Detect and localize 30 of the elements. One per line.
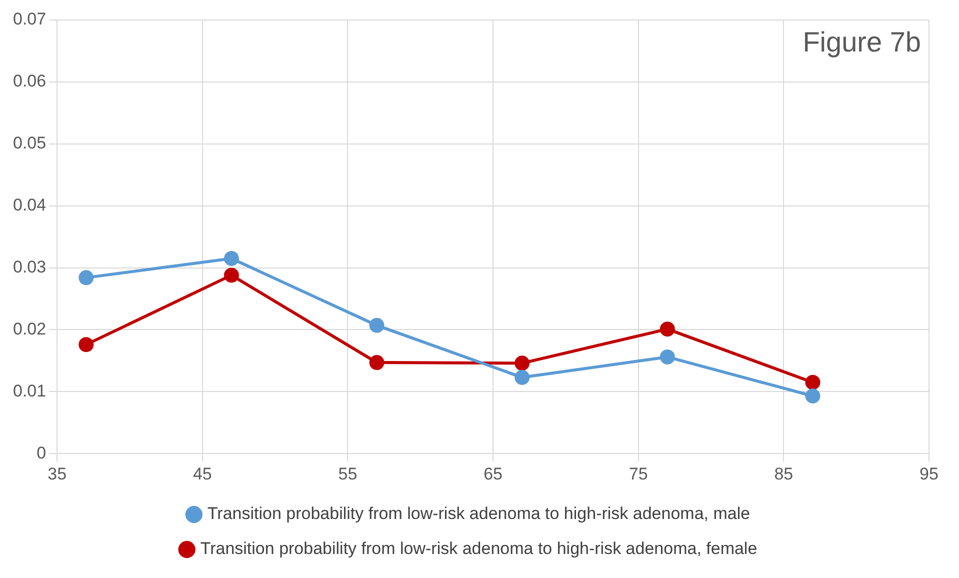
x-tick-label: 65 xyxy=(484,464,503,484)
point xyxy=(805,388,820,404)
annotation: Figure 7b xyxy=(802,26,921,58)
point xyxy=(224,268,239,283)
y-tick-label: 0.06 xyxy=(12,72,46,91)
point xyxy=(514,356,530,371)
x-tick-label: 55 xyxy=(338,464,358,484)
x-tick-label: 85 xyxy=(774,464,794,484)
legend-label: Transition probability from low-risk adenoma to high-risk adenoma, male xyxy=(207,504,750,524)
legend-label: Transition probability from low-risk adenoma to high-risk adenoma, female xyxy=(200,539,758,558)
point xyxy=(369,318,384,333)
y-tick-label: 0.02 xyxy=(12,319,46,338)
y-tick-label: 0.03 xyxy=(12,257,46,276)
point xyxy=(78,270,94,286)
y-tick-label: 0.04 xyxy=(12,196,46,215)
x-tick-label: 45 xyxy=(192,464,212,484)
point xyxy=(369,355,384,370)
x-tick-label: 75 xyxy=(628,464,648,484)
point xyxy=(660,322,675,337)
y-tick-label: 0.07 xyxy=(12,10,46,29)
x-tick-label: 95 xyxy=(920,464,938,484)
x-tick-label: 35 xyxy=(48,464,67,484)
point xyxy=(805,374,820,390)
point xyxy=(224,250,239,266)
y-tick-label: 0.01 xyxy=(12,381,46,400)
y-tick-label: 0.05 xyxy=(12,134,46,153)
point xyxy=(660,349,675,364)
point xyxy=(514,370,530,385)
y-tick-label: 0 xyxy=(36,443,46,462)
point xyxy=(78,337,94,352)
